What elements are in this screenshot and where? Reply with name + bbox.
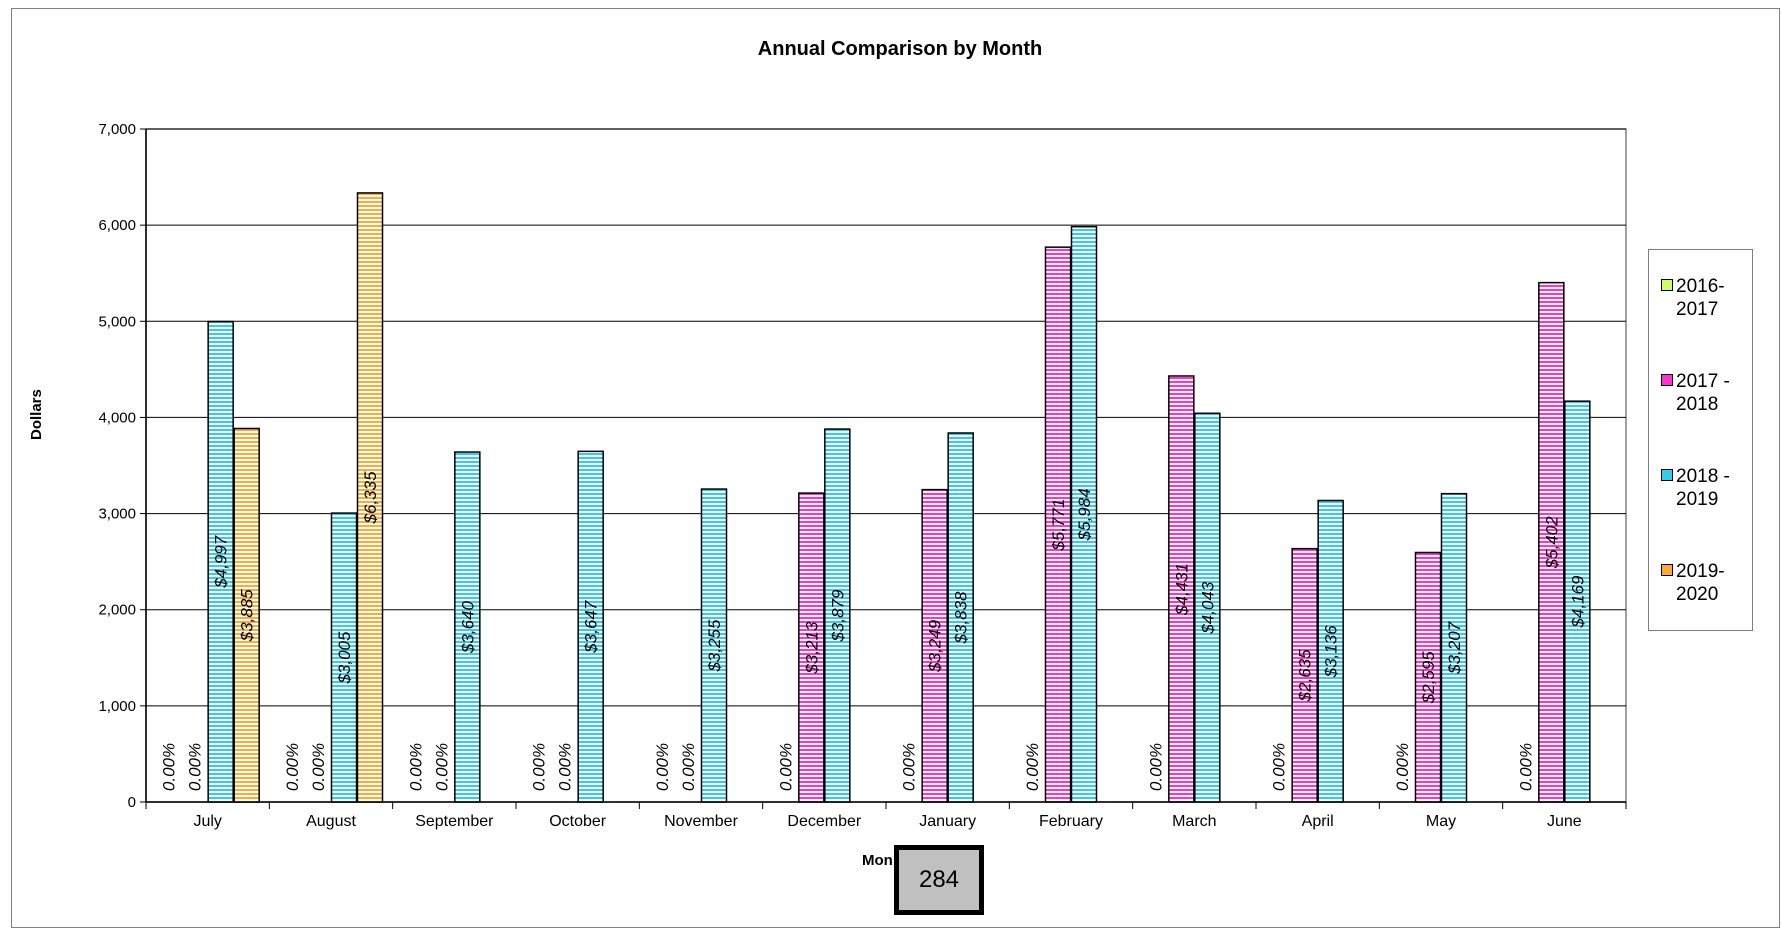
- legend-item: 2016- 2017: [1661, 275, 1748, 321]
- data-label: $6,335: [361, 471, 380, 525]
- data-label: $3,207: [1445, 621, 1464, 675]
- legend-item: 2019- 2020: [1661, 560, 1748, 606]
- data-label: 0.00%: [679, 743, 698, 791]
- data-label: 0.00%: [1146, 743, 1165, 791]
- legend-swatch: [1661, 279, 1673, 291]
- x-tick-label: March: [1172, 813, 1216, 830]
- bar: [1168, 375, 1195, 803]
- bar: [1414, 551, 1442, 803]
- bar: [577, 450, 604, 803]
- x-tick-label: October: [549, 813, 607, 830]
- data-label: $3,213: [802, 621, 821, 675]
- data-label: 0.00%: [283, 743, 302, 791]
- data-label: $2,595: [1419, 651, 1438, 705]
- bar: [330, 512, 358, 803]
- legend-label: 2016- 2017: [1676, 276, 1725, 320]
- data-label: 0.00%: [186, 743, 205, 791]
- data-label: 0.00%: [1023, 743, 1042, 791]
- data-label: 0.00%: [556, 743, 575, 791]
- x-tick-label: April: [1302, 813, 1334, 830]
- data-label: $2,635: [1296, 649, 1315, 703]
- bar: [798, 492, 825, 803]
- data-label: $5,402: [1542, 516, 1561, 570]
- bar: [207, 320, 234, 803]
- data-label: 0.00%: [309, 743, 328, 791]
- data-label: $4,043: [1198, 581, 1217, 635]
- data-label: $3,640: [458, 600, 477, 654]
- y-tick-label: 5,000: [98, 313, 136, 330]
- bar: [233, 427, 260, 803]
- bar: [1440, 492, 1468, 803]
- bar: [700, 488, 728, 803]
- data-label: 0.00%: [900, 743, 919, 791]
- x-tick-label: June: [1547, 813, 1582, 830]
- data-label: $3,255: [705, 619, 724, 673]
- x-axis-label: Mon: [862, 852, 893, 869]
- legend-item: 2017 - 2018: [1661, 370, 1748, 416]
- data-label: $5,984: [1075, 488, 1094, 541]
- data-label: 0.00%: [1270, 743, 1289, 791]
- bar: [824, 428, 851, 803]
- data-label: 0.00%: [160, 743, 179, 791]
- y-tick-label: 1,000: [98, 698, 136, 715]
- bar: [356, 192, 384, 803]
- bar: [947, 432, 974, 803]
- y-tick-label: 0: [128, 794, 136, 811]
- data-label: $3,249: [926, 619, 945, 673]
- bar: [1538, 281, 1565, 803]
- bar: [1291, 547, 1318, 803]
- x-tick-label: January: [919, 813, 976, 830]
- y-tick-label: 6,000: [98, 217, 136, 234]
- legend-label: 2018 - 2019: [1676, 466, 1730, 510]
- bar: [1317, 499, 1344, 803]
- x-tick-label: February: [1039, 813, 1103, 830]
- legend: 2016- 2017 2017 - 2018 2018 - 2019 2019- 20…: [1648, 249, 1753, 631]
- data-label: 0.00%: [432, 743, 451, 791]
- data-label: $3,838: [952, 591, 971, 645]
- bar: [1564, 400, 1591, 803]
- y-tick-label: 2,000: [98, 602, 136, 619]
- x-tick-label: September: [415, 813, 494, 830]
- bar: [921, 488, 948, 803]
- data-label: 0.00%: [530, 743, 549, 791]
- bar: [454, 451, 481, 803]
- legend-item: 2018 - 2019: [1661, 465, 1748, 511]
- legend-label: 2017 - 2018: [1676, 371, 1730, 415]
- data-label: $4,997: [212, 535, 231, 589]
- x-tick-label: August: [306, 813, 356, 830]
- x-tick-label: December: [787, 813, 861, 830]
- data-label: 0.00%: [653, 743, 672, 791]
- data-label: 0.00%: [1516, 743, 1535, 791]
- x-tick-label: July: [193, 813, 221, 830]
- y-tick-label: 3,000: [98, 506, 136, 523]
- x-tick-label: May: [1426, 813, 1456, 830]
- data-label: $3,647: [582, 600, 601, 654]
- data-label: 0.00%: [406, 743, 425, 791]
- chart-title: Annual Comparison by Month: [757, 38, 1043, 60]
- data-label: 0.00%: [776, 743, 795, 791]
- data-label: $3,885: [238, 589, 257, 643]
- y-tick-label: 4,000: [98, 409, 136, 426]
- legend-swatch: [1661, 564, 1673, 576]
- page-number-box: 284: [894, 845, 984, 915]
- data-label: $4,169: [1568, 575, 1587, 629]
- legend-swatch: [1661, 374, 1673, 386]
- data-label: 0.00%: [1393, 743, 1412, 791]
- y-tick-label: 7,000: [98, 121, 136, 138]
- bar: [1070, 225, 1098, 803]
- data-label: $5,771: [1049, 499, 1068, 552]
- data-label: $3,136: [1322, 625, 1341, 679]
- data-label: $3,879: [828, 589, 847, 643]
- data-label: $3,005: [335, 631, 354, 685]
- bar: [1044, 246, 1072, 803]
- legend-swatch: [1661, 469, 1673, 481]
- x-tick-label: November: [664, 813, 738, 830]
- legend-label: 2019- 2020: [1676, 561, 1725, 605]
- data-label: $4,431: [1172, 563, 1191, 616]
- bar: [1194, 412, 1221, 803]
